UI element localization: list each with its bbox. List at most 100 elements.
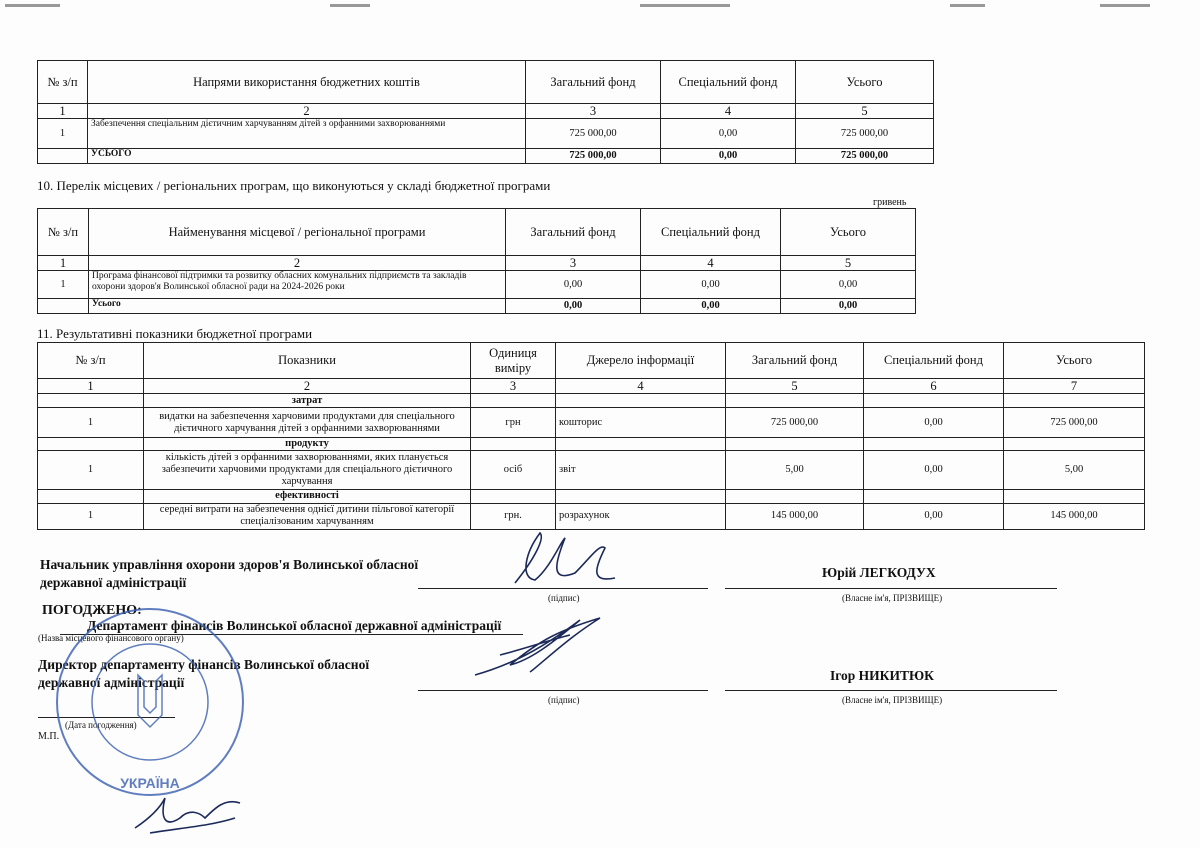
- cell: осіб: [470, 450, 556, 491]
- head-name: Юрій ЛЕГКОДУХ: [822, 565, 936, 580]
- header-cell: № з/п: [37, 342, 144, 379]
- cell: 725 000,00: [725, 407, 864, 439]
- column-numbers-row: 1 2 3 4 5 6 7: [37, 377, 1145, 395]
- cell: 3: [470, 377, 556, 395]
- header-cell: Найменування місцевої / регіональної про…: [88, 208, 506, 256]
- name-line: [725, 690, 1057, 691]
- extra-signature: [134, 797, 241, 834]
- regional-programs-table: № з/п Найменування місцевої / регіональн…: [37, 208, 916, 315]
- cell: 725 000,00: [525, 118, 661, 150]
- group-label: ефективності: [143, 489, 471, 504]
- table-row: 1 Програма фінансової підтримки та розви…: [37, 270, 916, 300]
- section-11-title: 11. Результативні показники бюджетної пр…: [37, 326, 313, 341]
- cell: кошторис: [555, 407, 726, 439]
- cell: 5,00: [725, 450, 864, 491]
- header-cell: Усього: [795, 60, 934, 104]
- cell: Програма фінансової підтримки та розвитк…: [88, 270, 506, 300]
- cell: 1: [37, 102, 88, 120]
- scan-artifact: [1100, 4, 1150, 7]
- header-cell: Напрями використання бюджетних коштів: [87, 60, 526, 104]
- director-title-line2: державної адміністрації: [38, 675, 185, 690]
- cell: середні витрати на забезпечення однієї д…: [143, 502, 471, 530]
- cell: 5,00: [1003, 450, 1145, 491]
- scan-artifact: [640, 4, 730, 7]
- cell: розрахунок: [555, 502, 726, 530]
- cell: грн.: [470, 502, 556, 530]
- trident-icon: [137, 673, 163, 729]
- cell: 5: [780, 254, 916, 272]
- name-caption: (Власне ім'я, ПРІЗВИЩЕ): [842, 695, 943, 705]
- cell: 5: [725, 377, 864, 395]
- cell: 0,00: [780, 298, 916, 315]
- cell: звіт: [555, 450, 726, 491]
- cell: 0,00: [640, 298, 781, 315]
- scan-artifact: [330, 4, 370, 7]
- header-cell: Джерело інформації: [555, 342, 726, 379]
- header-cell: № з/п: [37, 60, 88, 104]
- header-cell: Загальний фонд: [525, 60, 661, 104]
- cell: 2: [143, 377, 471, 395]
- cell: 0,00: [660, 148, 796, 165]
- cell: 3: [505, 254, 641, 272]
- section-10-title: 10. Перелік місцевих / регіональних прог…: [37, 178, 551, 193]
- cell: 145 000,00: [1003, 502, 1145, 530]
- cell: Забезпечення спеціальним дієтичним харчу…: [87, 118, 526, 150]
- cell: 0,00: [505, 270, 641, 300]
- cell: 1: [37, 270, 89, 300]
- table-header: № з/п Найменування місцевої / регіональн…: [37, 208, 916, 256]
- total-row: УСЬОГО 725 000,00 0,00 725 000,00: [37, 148, 934, 165]
- cell: 2: [87, 102, 526, 120]
- header-cell: Показники: [143, 342, 471, 379]
- cell: 1: [37, 407, 144, 439]
- cell: 1: [37, 118, 88, 150]
- official-stamp: УКРАЇНА: [56, 608, 244, 796]
- scan-artifact: [5, 4, 60, 7]
- total-row: Усього 0,00 0,00 0,00: [37, 298, 916, 315]
- cell: 1: [37, 254, 89, 272]
- cell: [37, 148, 88, 165]
- signature-line: [418, 588, 708, 589]
- table-row: 1 кількість дітей з орфанними захворюван…: [37, 450, 1145, 491]
- cell: 2: [88, 254, 506, 272]
- table-header: № з/п Напрями використання бюджетних кош…: [37, 60, 934, 104]
- cell: [37, 298, 89, 315]
- finance-org-caption: (Назва місцевого фінансового органу): [38, 633, 184, 643]
- cell: 725 000,00: [1003, 407, 1145, 439]
- cell: 0,00: [780, 270, 916, 300]
- cell: 0,00: [640, 270, 781, 300]
- director-signature: [474, 617, 601, 676]
- header-cell: Одиниця виміру: [470, 342, 556, 379]
- group-row-efficiency: ефективності: [37, 489, 1145, 504]
- director-name: Ігор НИКИТЮК: [830, 668, 934, 683]
- cell: 3: [525, 102, 661, 120]
- cell: грн: [470, 407, 556, 439]
- header-cell: Загальний фонд: [725, 342, 864, 379]
- header-cell: Усього: [1003, 342, 1145, 379]
- table-row: 1 середні витрати на забезпечення однієї…: [37, 502, 1145, 530]
- director-title-line1: Директор департаменту фінансів Волинсько…: [38, 657, 370, 672]
- header-cell: Загальний фонд: [505, 208, 641, 256]
- head-title-line1: Начальник управління охорони здоров'я Во…: [40, 557, 419, 572]
- cell: 1: [37, 450, 144, 491]
- svg-text:УКРАЇНА: УКРАЇНА: [120, 775, 180, 791]
- currency-unit: гривень: [873, 197, 907, 208]
- group-row-costs: затрат: [37, 393, 1145, 409]
- cell: 7: [1003, 377, 1145, 395]
- signature-caption: (підпис): [548, 593, 580, 603]
- cell: 0,00: [660, 118, 796, 150]
- cell: 1: [37, 377, 144, 395]
- cell: видатки на забезпечення харчовими продук…: [143, 407, 471, 439]
- signature-caption: (підпис): [548, 695, 580, 705]
- header-cell: Спеціальний фонд: [863, 342, 1004, 379]
- cell: 6: [863, 377, 1004, 395]
- performance-indicators-table: № з/п Показники Одиниця виміру Джерело і…: [37, 342, 1145, 530]
- cell: 0,00: [863, 407, 1004, 439]
- cell: 4: [640, 254, 781, 272]
- group-label: затрат: [143, 393, 471, 409]
- cell: 725 000,00: [795, 118, 934, 150]
- date-caption: (Дата погодження): [65, 720, 137, 730]
- date-line: [38, 717, 175, 718]
- column-numbers-row: 1 2 3 4 5: [37, 254, 916, 272]
- cell: 145 000,00: [725, 502, 864, 530]
